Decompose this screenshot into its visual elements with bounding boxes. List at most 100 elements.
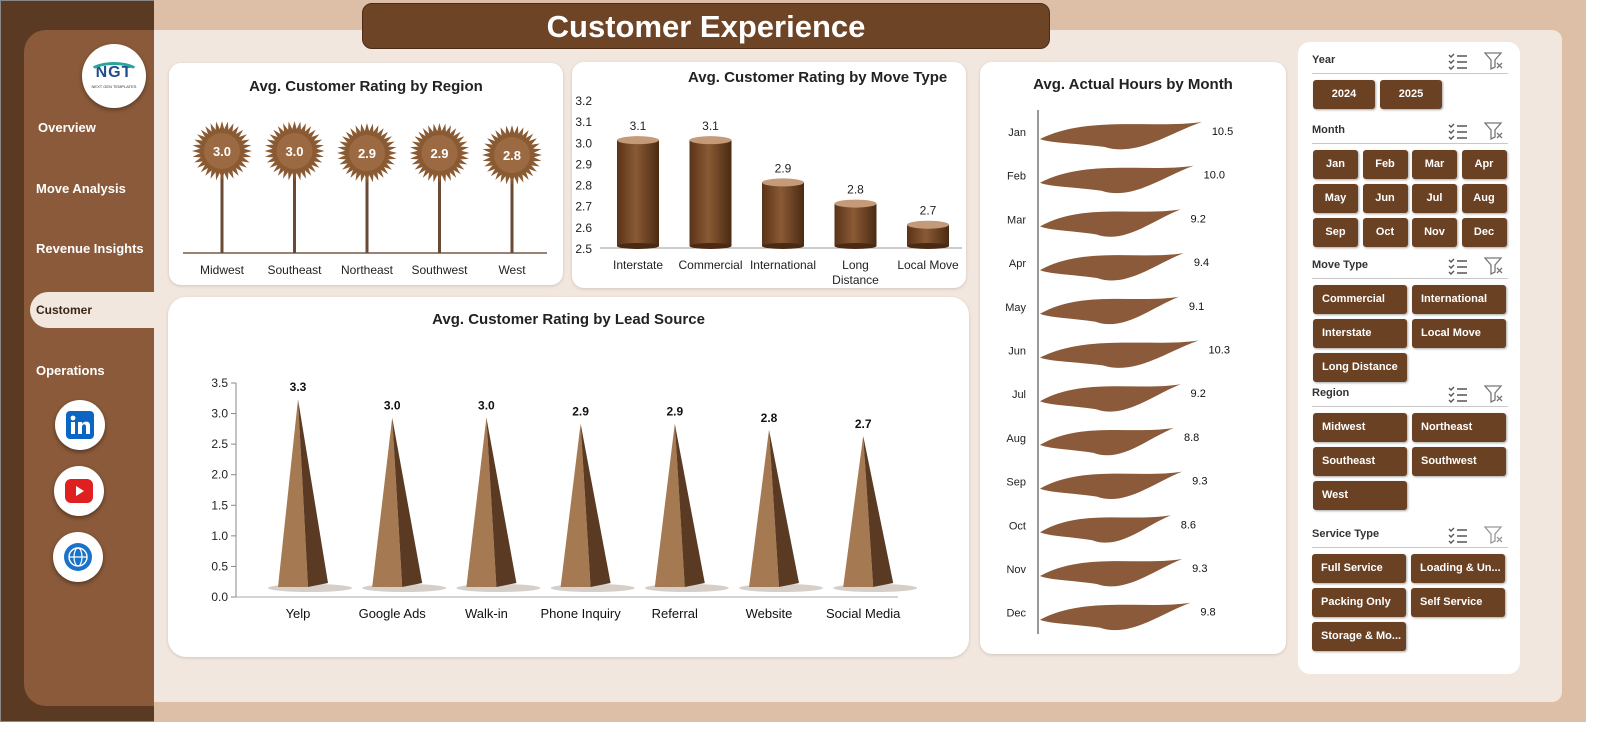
clear-filter-icon[interactable] xyxy=(1484,257,1504,275)
region-data-label: 3.0 xyxy=(213,144,231,159)
lead-bar xyxy=(843,435,874,587)
month-slicer-label: Month xyxy=(1312,124,1345,136)
slicer-month-nov[interactable]: Nov xyxy=(1412,218,1457,247)
hours-data-label: 9.8 xyxy=(1200,607,1215,619)
hours-data-label: 10.5 xyxy=(1212,126,1233,138)
hours-bar xyxy=(1040,253,1184,281)
multi-select-icon[interactable] xyxy=(1448,257,1468,275)
clear-filter-icon[interactable] xyxy=(1484,385,1504,403)
clear-filter-icon[interactable] xyxy=(1484,122,1504,140)
lead-y-tick: 2.0 xyxy=(211,468,228,482)
lead-bar-side xyxy=(392,417,423,587)
slicer-service-storage[interactable]: Storage & Mo... xyxy=(1312,622,1406,651)
hours-data-label: 9.4 xyxy=(1194,257,1209,269)
move-y-tick: 3.1 xyxy=(575,115,592,129)
hours-bar xyxy=(1040,602,1191,631)
clear-filter-icon[interactable] xyxy=(1484,526,1504,544)
multi-select-icon[interactable] xyxy=(1448,52,1468,70)
slicer-month-feb[interactable]: Feb xyxy=(1362,150,1408,179)
nav-item-customer[interactable]: Customer xyxy=(30,292,154,328)
website-button[interactable] xyxy=(53,532,103,582)
nav-item-revenue-insights[interactable]: Revenue Insights xyxy=(36,241,144,256)
move-bar-base xyxy=(834,243,877,249)
slicer-service-loading[interactable]: Loading & Un... xyxy=(1411,554,1505,583)
slicer-service-full[interactable]: Full Service xyxy=(1312,554,1406,583)
hours-data-label: 9.3 xyxy=(1192,563,1207,575)
slicer-move-local[interactable]: Local Move xyxy=(1412,319,1506,348)
region-tick-label: Southwest xyxy=(411,263,468,277)
slicer-region-west[interactable]: West xyxy=(1313,481,1407,510)
sidebar: NGT NEXT GEN TEMPLATES Overview Move Ana… xyxy=(24,30,154,706)
nav-item-move-analysis[interactable]: Move Analysis xyxy=(36,181,126,196)
region-slicer-label: Region xyxy=(1312,387,1350,399)
hours-data-label: 8.8 xyxy=(1184,432,1199,444)
linkedin-button[interactable] xyxy=(55,400,105,450)
slicer-year-2024[interactable]: 2024 xyxy=(1313,80,1375,109)
month-slicer-header: Month xyxy=(1312,120,1508,144)
move-bar xyxy=(762,182,804,246)
move-bar-top xyxy=(762,178,804,187)
nav-item-overview[interactable]: Overview xyxy=(38,120,96,135)
slicer-month-jul[interactable]: Jul xyxy=(1412,184,1457,213)
move-y-tick: 2.5 xyxy=(575,242,592,256)
slicer-move-long-distance[interactable]: Long Distance xyxy=(1313,353,1407,382)
slicer-month-apr[interactable]: Apr xyxy=(1461,150,1507,179)
slicer-month-oct[interactable]: Oct xyxy=(1362,218,1408,247)
slicer-move-interstate[interactable]: Interstate xyxy=(1313,319,1407,348)
move-type-chart-title: Avg. Customer Rating by Move Type xyxy=(688,69,948,86)
lead-data-label: 3.3 xyxy=(290,380,307,394)
lead-data-label: 3.0 xyxy=(478,399,495,413)
multi-select-icon[interactable] xyxy=(1448,526,1468,544)
slicer-month-aug[interactable]: Aug xyxy=(1461,184,1507,213)
move-bar-base xyxy=(689,243,732,249)
move-bar xyxy=(617,140,659,246)
move-y-tick: 2.7 xyxy=(575,200,592,214)
region-data-label: 3.0 xyxy=(285,144,303,159)
slicer-move-commercial[interactable]: Commercial xyxy=(1313,285,1407,314)
multi-select-icon[interactable] xyxy=(1448,385,1468,403)
slicer-year-2025[interactable]: 2025 xyxy=(1380,80,1442,109)
region-tick-label: Southeast xyxy=(267,263,322,277)
slicer-month-sep[interactable]: Sep xyxy=(1313,218,1358,247)
lead-bar xyxy=(278,399,308,587)
move-data-label: 3.1 xyxy=(702,119,719,133)
region-bar-core xyxy=(421,135,458,171)
youtube-button[interactable] xyxy=(54,466,104,516)
slicer-month-dec[interactable]: Dec xyxy=(1461,218,1507,247)
youtube-icon xyxy=(65,479,93,503)
multi-select-icon[interactable] xyxy=(1448,122,1468,140)
slicer-service-self[interactable]: Self Service xyxy=(1411,588,1505,617)
hours-data-label: 9.1 xyxy=(1189,301,1204,313)
move-type-slicer-label: Move Type xyxy=(1312,259,1369,271)
lead-y-tick: 1.0 xyxy=(211,529,228,543)
lead-data-label: 2.9 xyxy=(572,405,589,419)
slicer-month-mar[interactable]: Mar xyxy=(1412,150,1457,179)
slicer-month-jun[interactable]: Jun xyxy=(1362,184,1408,213)
slicer-month-jan[interactable]: Jan xyxy=(1313,150,1358,179)
lead-bar xyxy=(654,423,685,587)
hours-data-label: 9.2 xyxy=(1191,388,1206,400)
slicer-service-packing[interactable]: Packing Only xyxy=(1312,588,1406,617)
lead-tick-label: Yelp xyxy=(286,606,311,621)
hours-tick-label: Nov xyxy=(1006,564,1026,576)
slicer-region-southwest[interactable]: Southwest xyxy=(1412,447,1506,476)
slicer-region-northeast[interactable]: Northeast xyxy=(1412,413,1506,442)
lead-tick-label: Walk-in xyxy=(465,606,508,621)
nav-item-operations[interactable]: Operations xyxy=(36,363,105,378)
logo-ring-icon xyxy=(88,62,140,84)
move-data-label: 2.7 xyxy=(920,204,937,218)
clear-filter-icon[interactable] xyxy=(1484,52,1504,70)
move-tick-label: Local Move xyxy=(897,258,959,272)
slicer-region-southeast[interactable]: Southeast xyxy=(1313,447,1407,476)
hours-tick-label: Apr xyxy=(1009,258,1026,270)
hours-tick-label: Oct xyxy=(1009,520,1026,532)
lead-y-tick: 2.5 xyxy=(211,437,228,451)
move-y-tick: 2.8 xyxy=(575,179,592,193)
slicer-move-international[interactable]: International xyxy=(1412,285,1506,314)
hours-by-month-card: Avg. Actual Hours by Month Jan 10.5 Feb 10.… xyxy=(980,62,1286,654)
region-data-label: 2.9 xyxy=(358,146,376,161)
slicer-month-may[interactable]: May xyxy=(1313,184,1358,213)
hours-bar xyxy=(1040,384,1181,412)
slicer-region-midwest[interactable]: Midwest xyxy=(1313,413,1407,442)
move-y-tick: 2.9 xyxy=(575,157,592,171)
